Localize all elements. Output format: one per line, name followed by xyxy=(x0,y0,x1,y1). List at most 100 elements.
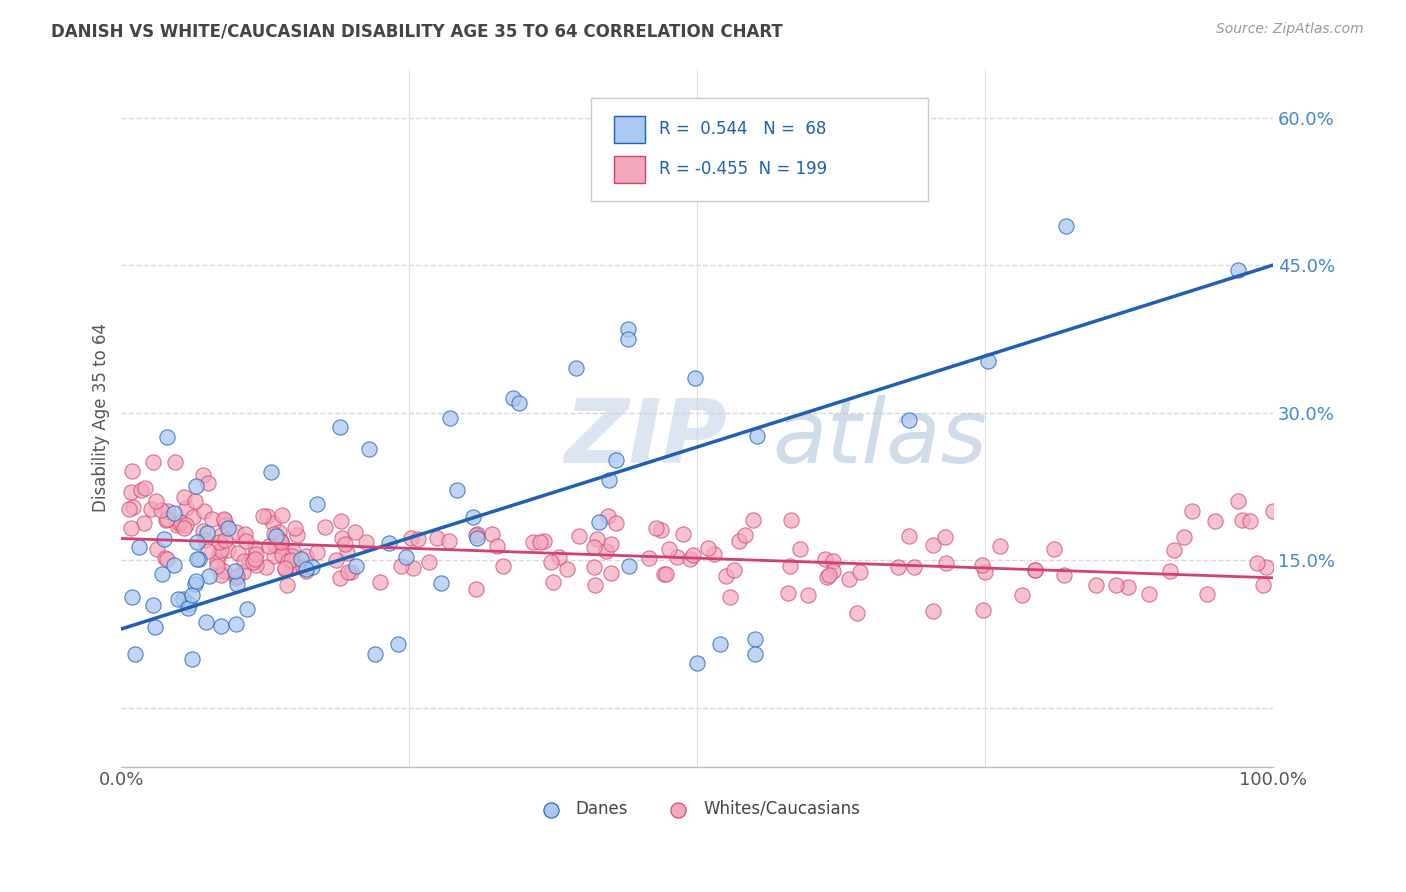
Point xyxy=(814,552,837,566)
Point xyxy=(655,566,678,581)
Text: DANISH VS WHITE/CAUCASIAN DISABILITY AGE 35 TO 64 CORRELATION CHART: DANISH VS WHITE/CAUCASIAN DISABILITY AGE… xyxy=(51,22,782,40)
Point xyxy=(263,538,285,552)
Point xyxy=(262,516,284,531)
Point xyxy=(228,546,250,560)
Point xyxy=(683,371,706,385)
Point xyxy=(217,521,239,535)
Point xyxy=(166,517,188,532)
Y-axis label: Disability Age 35 to 64: Disability Age 35 to 64 xyxy=(93,323,110,512)
Point xyxy=(1204,514,1226,528)
Point xyxy=(129,483,152,497)
Point xyxy=(1246,557,1268,571)
Point xyxy=(426,532,449,546)
Point xyxy=(121,464,143,478)
Point xyxy=(598,473,620,487)
Text: ZIP: ZIP xyxy=(565,395,727,482)
Point xyxy=(205,554,228,568)
Point xyxy=(823,554,845,568)
Point xyxy=(970,558,993,572)
Point xyxy=(679,552,702,566)
Point xyxy=(543,574,565,589)
Point xyxy=(465,531,488,545)
Point xyxy=(1024,563,1046,577)
Point xyxy=(270,534,292,549)
Point xyxy=(1054,219,1077,233)
Point xyxy=(1011,588,1033,602)
Point xyxy=(406,533,429,547)
Point xyxy=(270,548,292,562)
Point xyxy=(212,513,235,527)
Point xyxy=(276,578,298,592)
Point xyxy=(1197,587,1219,601)
Point xyxy=(120,484,142,499)
Point xyxy=(644,521,666,535)
Point xyxy=(973,566,995,580)
Point xyxy=(152,532,174,546)
Point xyxy=(1227,494,1250,508)
Point xyxy=(212,565,235,579)
Point xyxy=(529,535,551,549)
Point xyxy=(672,527,695,541)
Point xyxy=(314,520,336,534)
Point xyxy=(395,550,418,565)
Point xyxy=(430,576,453,591)
Point xyxy=(1173,530,1195,544)
Point xyxy=(143,620,166,634)
Point xyxy=(898,412,921,426)
Point xyxy=(284,521,307,535)
Point xyxy=(465,528,488,542)
Point xyxy=(122,500,145,514)
Point xyxy=(1261,504,1284,518)
Point xyxy=(274,560,297,574)
Point xyxy=(1053,568,1076,582)
Point xyxy=(1239,514,1261,528)
Point xyxy=(287,528,309,542)
Point xyxy=(583,577,606,591)
Point xyxy=(280,561,302,575)
Point xyxy=(779,558,801,573)
Point xyxy=(1254,559,1277,574)
Point xyxy=(533,533,555,548)
Point xyxy=(465,526,488,541)
Point xyxy=(605,516,627,530)
Point xyxy=(599,537,621,551)
Point xyxy=(186,479,208,493)
Point xyxy=(163,506,186,520)
Point xyxy=(697,541,720,555)
Point xyxy=(898,529,921,543)
Point xyxy=(139,502,162,516)
Point xyxy=(145,494,167,508)
Text: R =  0.544   N =  68: R = 0.544 N = 68 xyxy=(659,120,827,138)
Point xyxy=(745,429,768,443)
Point xyxy=(124,648,146,662)
Point xyxy=(232,566,254,580)
Point xyxy=(723,563,745,577)
Point xyxy=(157,504,180,518)
Point xyxy=(325,552,347,566)
Point xyxy=(307,497,329,511)
Point xyxy=(780,513,803,527)
Point xyxy=(329,514,352,528)
Point xyxy=(588,515,610,529)
Point xyxy=(714,569,737,583)
Point xyxy=(734,528,756,542)
Point xyxy=(173,521,195,535)
Point xyxy=(305,545,328,559)
Point xyxy=(167,592,190,607)
Point xyxy=(1043,542,1066,557)
Point xyxy=(197,544,219,558)
Point xyxy=(565,361,588,376)
Point xyxy=(194,533,217,547)
Point xyxy=(378,535,401,549)
Point xyxy=(617,332,640,346)
Point xyxy=(522,535,544,549)
Point xyxy=(252,508,274,523)
Point xyxy=(418,555,440,569)
Point xyxy=(186,551,208,566)
Point xyxy=(156,551,179,566)
Point xyxy=(586,532,609,546)
Point xyxy=(354,535,377,549)
Point xyxy=(264,529,287,543)
Point xyxy=(364,647,387,661)
Point xyxy=(1163,543,1185,558)
